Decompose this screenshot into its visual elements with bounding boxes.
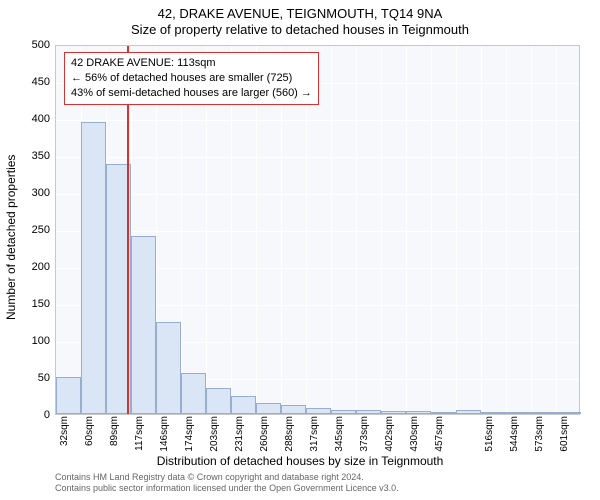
y-tick-label: 50 [10, 372, 50, 384]
histogram-bar [356, 410, 381, 414]
histogram-bar [81, 122, 106, 414]
credits: Contains HM Land Registry data © Crown c… [55, 472, 399, 495]
grid-vertical [406, 46, 407, 414]
y-tick-label: 250 [10, 224, 50, 236]
histogram-bar [281, 405, 306, 414]
plot-area: 42 DRAKE AVENUE: 113sqm ← 56% of detache… [55, 45, 580, 415]
grid-vertical [556, 46, 557, 414]
marker-callout: 42 DRAKE AVENUE: 113sqm ← 56% of detache… [64, 52, 319, 105]
grid-horizontal [56, 157, 579, 158]
callout-line-3: 43% of semi-detached houses are larger (… [71, 86, 312, 101]
x-tick-label: 544sqm [509, 416, 520, 461]
grid-vertical [381, 46, 382, 414]
x-tick-label: 231sqm [234, 416, 245, 461]
y-tick-label: 500 [10, 39, 50, 51]
histogram-bar [456, 410, 481, 414]
histogram-bar [56, 377, 81, 414]
y-tick-label: 450 [10, 76, 50, 88]
callout-line-2: ← 56% of detached houses are smaller (72… [71, 71, 312, 86]
credits-line-2: Contains public sector information licen… [55, 483, 399, 494]
y-tick-label: 0 [10, 409, 50, 421]
grid-vertical [331, 46, 332, 414]
x-tick-label: 117sqm [134, 416, 145, 461]
histogram-bar [306, 408, 331, 414]
x-tick-label: 89sqm [109, 416, 120, 461]
grid-horizontal [56, 231, 579, 232]
histogram-bar [181, 373, 206, 414]
chart-container: 42, DRAKE AVENUE, TEIGNMOUTH, TQ14 9NA S… [0, 0, 600, 500]
x-tick-label: 345sqm [334, 416, 345, 461]
grid-vertical [431, 46, 432, 414]
histogram-bar [206, 388, 231, 414]
chart-title-address: 42, DRAKE AVENUE, TEIGNMOUTH, TQ14 9NA [0, 6, 600, 21]
histogram-bar [431, 412, 456, 414]
histogram-bar [506, 412, 531, 414]
histogram-bar [481, 412, 506, 414]
x-tick-label: 174sqm [184, 416, 195, 461]
x-tick-label: 402sqm [384, 416, 395, 461]
histogram-bar [406, 411, 431, 414]
y-axis-label: Number of detached properties [4, 155, 18, 320]
y-tick-label: 350 [10, 150, 50, 162]
credits-line-1: Contains HM Land Registry data © Crown c… [55, 472, 399, 483]
x-tick-label: 430sqm [409, 416, 420, 461]
y-tick-label: 300 [10, 187, 50, 199]
x-tick-label: 457sqm [434, 416, 445, 461]
histogram-bar [331, 410, 356, 414]
histogram-bar [256, 403, 281, 414]
x-tick-label: 60sqm [84, 416, 95, 461]
grid-vertical [356, 46, 357, 414]
grid-horizontal [56, 194, 579, 195]
grid-vertical [506, 46, 507, 414]
histogram-bar [381, 411, 406, 414]
histogram-bar [131, 236, 156, 414]
x-tick-label: 260sqm [259, 416, 270, 461]
x-tick-label: 516sqm [484, 416, 495, 461]
y-tick-label: 150 [10, 298, 50, 310]
histogram-bar [556, 412, 581, 414]
x-tick-label: 146sqm [159, 416, 170, 461]
y-tick-label: 200 [10, 261, 50, 273]
x-tick-label: 203sqm [209, 416, 220, 461]
x-tick-label: 317sqm [309, 416, 320, 461]
x-tick-label: 288sqm [284, 416, 295, 461]
x-tick-label: 573sqm [534, 416, 545, 461]
y-tick-label: 100 [10, 335, 50, 347]
x-tick-label: 32sqm [59, 416, 70, 461]
histogram-bar [156, 322, 181, 415]
chart-title-subtitle: Size of property relative to detached ho… [0, 22, 600, 37]
histogram-bar [231, 396, 256, 415]
histogram-bar [531, 412, 556, 414]
x-tick-label: 373sqm [359, 416, 370, 461]
grid-vertical [456, 46, 457, 414]
y-tick-label: 400 [10, 113, 50, 125]
callout-line-1: 42 DRAKE AVENUE: 113sqm [71, 56, 312, 71]
x-tick-label: 601sqm [559, 416, 570, 461]
grid-vertical [481, 46, 482, 414]
grid-vertical [531, 46, 532, 414]
grid-horizontal [56, 120, 579, 121]
